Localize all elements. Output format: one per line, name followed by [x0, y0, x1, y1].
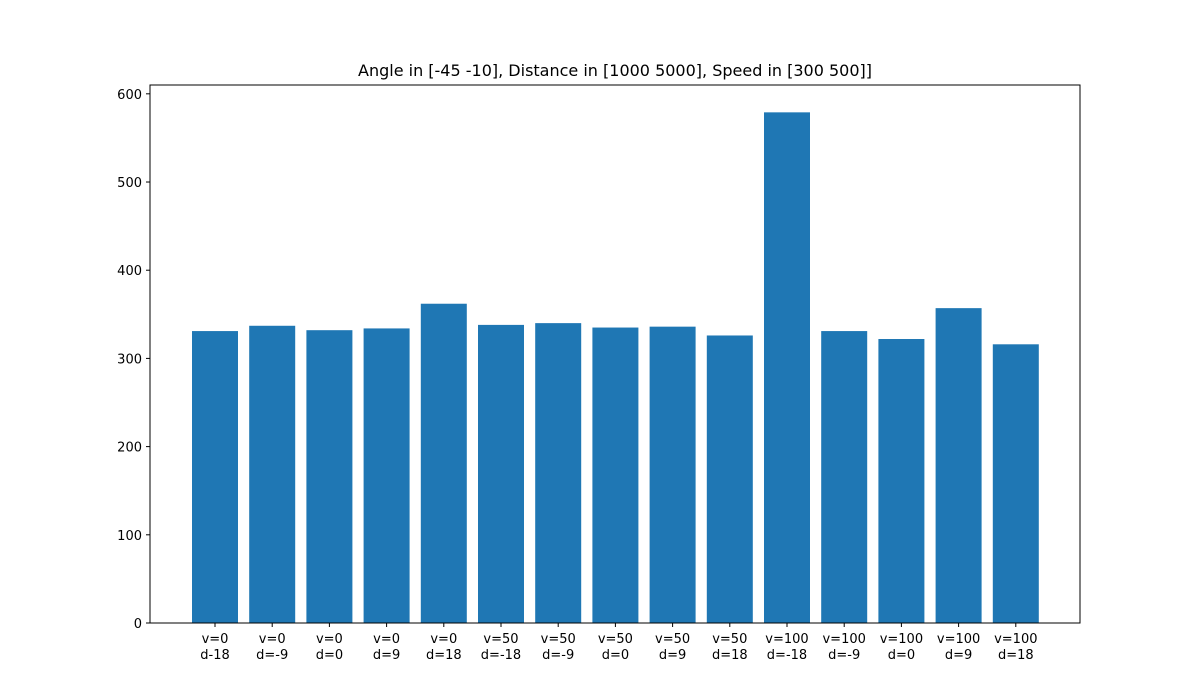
y-tick-label: 100 — [117, 529, 142, 544]
bar — [592, 327, 639, 623]
x-tick-label: v=0 d=-9 — [256, 632, 288, 663]
y-tick-label: 200 — [117, 441, 142, 456]
y-tick-label: 400 — [117, 264, 142, 279]
bar — [706, 335, 753, 623]
bar — [764, 112, 810, 624]
bar — [420, 303, 467, 623]
y-tick-label: 500 — [117, 176, 142, 191]
x-tick-label: v=100 d=18 — [994, 632, 1037, 663]
chart-title: Angle in [-45 -10], Distance in [1000 50… — [358, 61, 872, 80]
y-tick-label: 0 — [134, 617, 142, 632]
x-tick-label: v=100 d=0 — [880, 632, 923, 663]
x-tick-label: v=50 d=-9 — [541, 632, 576, 663]
bar — [821, 331, 868, 623]
x-tick-label: v=0 d-18 — [200, 632, 230, 663]
x-tick-label: v=50 d=18 — [712, 632, 748, 663]
bar — [249, 325, 296, 623]
bar — [649, 326, 696, 623]
bar — [306, 330, 353, 623]
bar — [935, 308, 982, 623]
y-tick-label: 600 — [117, 88, 142, 103]
bar — [992, 344, 1039, 623]
x-tick-label: v=50 d=-18 — [481, 632, 521, 663]
y-axis: 0 100 200 300 400 500 600 — [117, 88, 150, 632]
x-tick-label: v=0 d=18 — [426, 632, 462, 663]
x-tick-label: v=100 d=-18 — [765, 632, 808, 663]
bars-group — [192, 112, 1039, 624]
bar — [363, 328, 410, 623]
bar — [878, 339, 925, 623]
x-tick-label: v=0 d=0 — [316, 632, 343, 663]
x-tick-label: v=50 d=9 — [655, 632, 690, 663]
bar — [478, 324, 524, 623]
plot-area-frame — [149, 84, 1081, 624]
x-tick-label: v=100 d=9 — [937, 632, 980, 663]
bar — [192, 331, 238, 623]
bar — [535, 323, 582, 623]
y-tick-label: 300 — [117, 352, 142, 367]
x-axis: v=0 d-18 v=0 d=-9 v=0 d=0 v=0 d=9 v=0 d=18 v=50 d=-… — [200, 623, 1038, 663]
x-tick-label: v=50 d=0 — [598, 632, 633, 663]
x-tick-label: v=100 d=-9 — [822, 632, 865, 663]
x-tick-label: v=0 d=9 — [373, 632, 400, 663]
